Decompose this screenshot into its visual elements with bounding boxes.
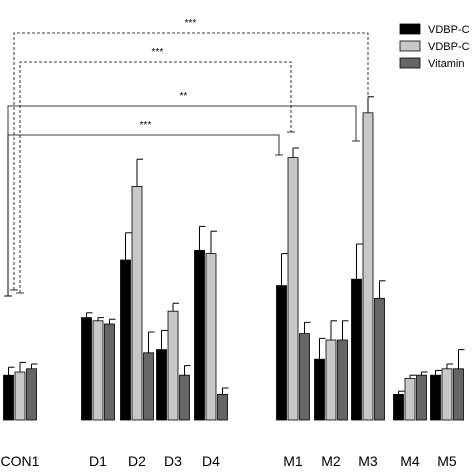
bar-m1-series-1 — [276, 285, 287, 421]
error-bar-d3-series-1 — [161, 329, 168, 350]
x-tick-label-m5: M5 — [437, 453, 457, 469]
bar-con1-series-3 — [26, 368, 37, 421]
bar-d2-series-1 — [120, 259, 131, 421]
x-tick-label-d3: D3 — [164, 453, 182, 469]
error-bar-m4-series-3 — [421, 371, 428, 376]
bars — [3, 96, 465, 421]
error-bar-m3-series-3 — [379, 280, 386, 299]
bar-d1-series-1 — [81, 317, 92, 421]
error-bar-d2-series-3 — [148, 331, 155, 353]
bar-m2-series-2 — [325, 339, 337, 421]
bar-d4-series-1 — [194, 249, 205, 421]
bar-m3-series-3 — [374, 297, 385, 421]
error-bar-m3-series-1 — [356, 243, 363, 280]
error-bar-d4-series-2 — [210, 230, 217, 254]
bar-d4-series-2 — [205, 253, 217, 421]
error-bar-con1-series-3 — [31, 363, 38, 369]
significance-bracket-1: *** — [10, 18, 372, 291]
bar-m3-series-1 — [351, 278, 362, 421]
bar-d3-series-2 — [167, 310, 179, 421]
bar-d1-series-2 — [92, 320, 104, 421]
error-bar-m1-series-1 — [281, 253, 288, 286]
error-bar-m4-series-2 — [409, 374, 416, 379]
bar-m2-series-1 — [314, 358, 325, 421]
x-tick-label-d2: D2 — [128, 453, 146, 469]
bar-m3-series-2 — [362, 112, 374, 421]
significance-bracket-3: ** — [4, 91, 360, 297]
x-tick-label-d1: D1 — [89, 453, 107, 469]
significance-label: *** — [139, 120, 152, 131]
bar-m2-series-3 — [337, 339, 348, 421]
error-bar-m1-series-3 — [304, 321, 311, 334]
legend-swatch — [399, 23, 421, 35]
error-bar-d1-series-1 — [86, 312, 93, 318]
bar-con1-series-2 — [14, 371, 26, 421]
legend-entry-2: VDBP-C — [399, 40, 470, 53]
significance-label: ** — [179, 91, 188, 102]
error-bar-m4-series-1 — [398, 390, 405, 395]
x-tick-label-m1: M1 — [283, 453, 303, 469]
bar-m4-series-1 — [393, 393, 404, 421]
legend-entry-3: Vitamin — [399, 57, 464, 70]
error-bar-m2-series-3 — [342, 320, 349, 340]
bar-m5-series-2 — [441, 368, 453, 421]
x-tick-label-con1: CON1 — [1, 453, 40, 469]
bar-d2-series-2 — [131, 185, 143, 421]
x-tick-labels: CON1 D1 D2 D3 D4 M1 M2 M3 M4 M5 — [1, 453, 457, 469]
bar-d2-series-3 — [143, 352, 154, 421]
error-bar-m5-series-1 — [435, 369, 442, 376]
error-bar-d2-series-1 — [125, 232, 132, 260]
legend: VDBP-C VDBP-C Vitamin — [399, 23, 470, 70]
error-bar-con1-series-2 — [19, 361, 26, 372]
error-bar-con1-series-1 — [8, 366, 15, 376]
significance-label: *** — [184, 18, 197, 29]
bar-m5-series-3 — [453, 368, 464, 421]
error-bar-m3-series-2 — [367, 96, 374, 113]
error-bar-m2-series-1 — [319, 337, 326, 360]
bar-m1-series-2 — [287, 157, 299, 421]
error-bar-d1-series-3 — [109, 318, 116, 324]
x-tick-label-m4: M4 — [400, 453, 420, 469]
significance-bracket-2: *** — [16, 47, 295, 294]
error-bar-m2-series-2 — [330, 320, 337, 340]
error-bar-d1-series-2 — [97, 317, 104, 321]
bar-con1-series-1 — [3, 374, 14, 421]
legend-swatch — [399, 57, 421, 69]
error-bar-m5-series-2 — [446, 363, 453, 369]
x-tick-label-m3: M3 — [358, 453, 378, 469]
legend-label: VDBP-C — [428, 41, 470, 53]
x-tick-label-d4: D4 — [202, 453, 220, 469]
error-bar-d4-series-1 — [199, 225, 206, 251]
bar-d3-series-1 — [156, 349, 167, 421]
significance-brackets: *********** — [4, 18, 372, 297]
bar-d3-series-3 — [179, 374, 190, 421]
significance-label: *** — [151, 47, 164, 58]
error-bar-m1-series-2 — [292, 147, 299, 158]
bar-m4-series-3 — [416, 374, 427, 421]
error-bar-d3-series-3 — [184, 365, 191, 376]
error-bar-m5-series-3 — [458, 349, 465, 369]
error-bar-d4-series-3 — [222, 387, 229, 395]
bar-m4-series-2 — [404, 377, 416, 421]
legend-entry-1: VDBP-C — [399, 23, 470, 36]
x-tick-label-m2: M2 — [321, 453, 341, 469]
legend-label: Vitamin — [428, 58, 464, 70]
legend-label: VDBP-C — [428, 24, 470, 36]
error-bar-d3-series-2 — [172, 302, 179, 312]
error-bar-d2-series-2 — [136, 158, 143, 187]
bar-d4-series-3 — [217, 393, 228, 421]
legend-swatch — [399, 40, 421, 52]
significance-bracket-4: *** — [4, 120, 283, 297]
bar-d1-series-3 — [104, 323, 115, 421]
bar-m5-series-1 — [430, 374, 441, 421]
bar-m1-series-3 — [299, 333, 310, 421]
